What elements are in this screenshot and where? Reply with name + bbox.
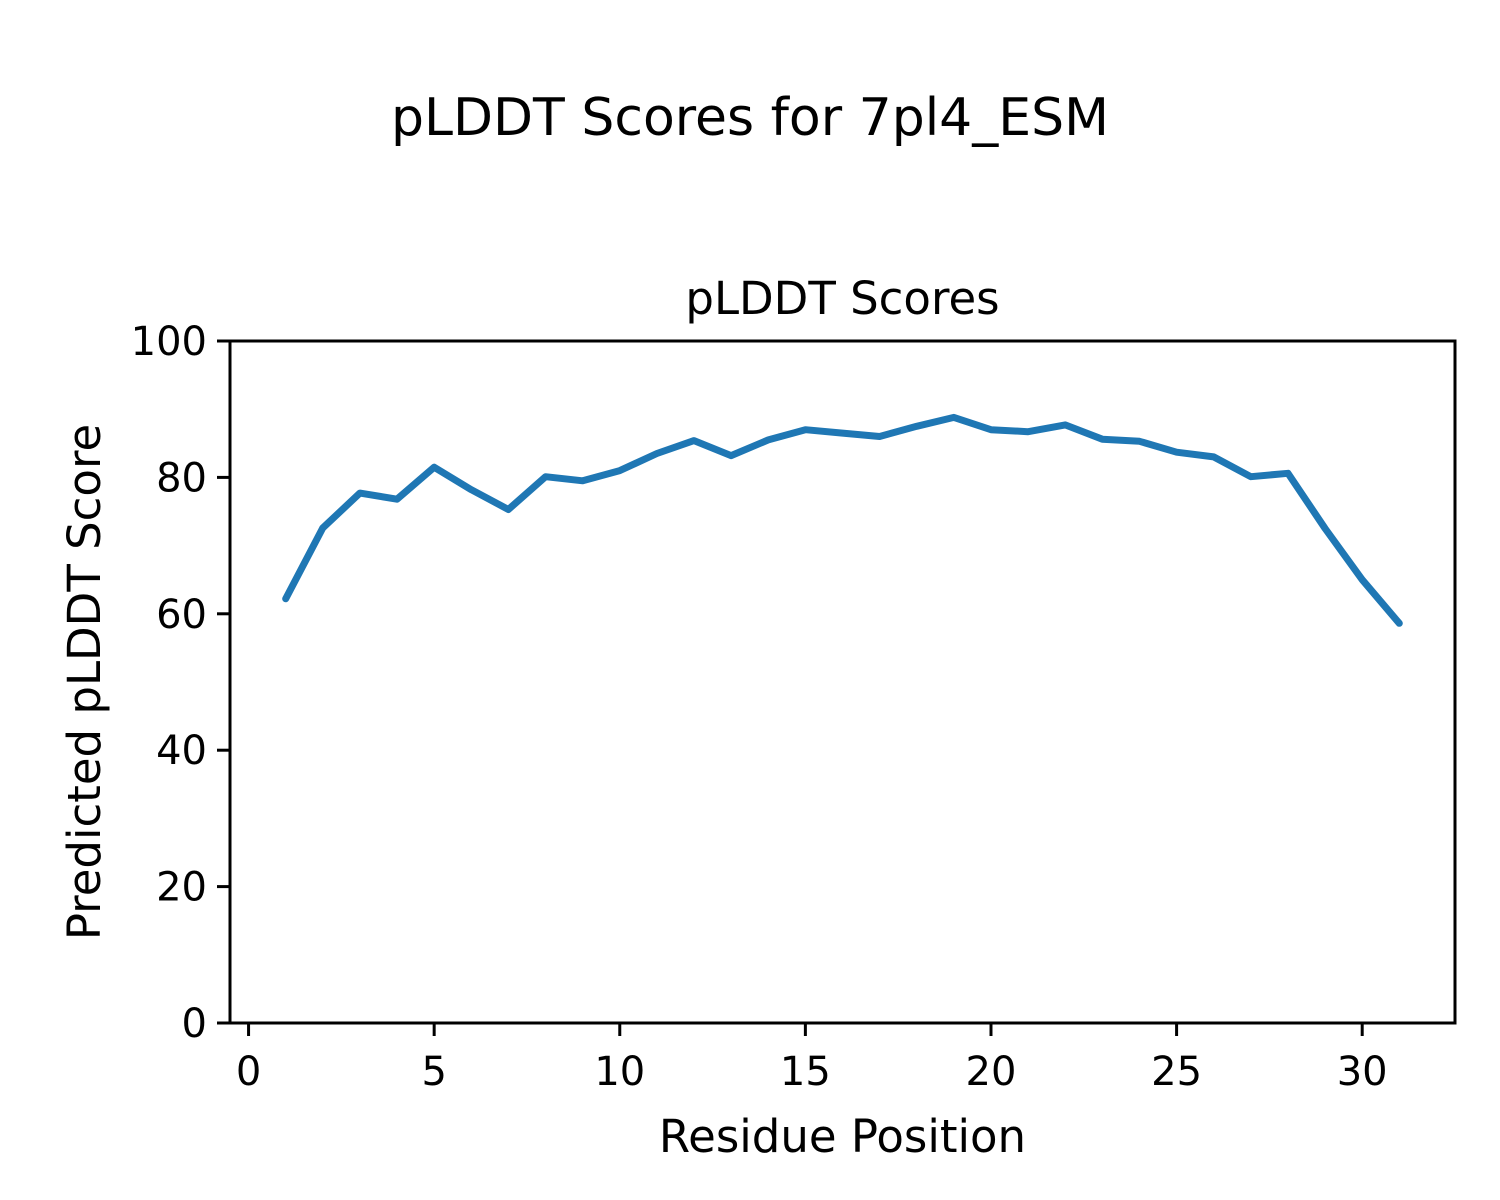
x-tick-label: 20 bbox=[966, 1049, 1017, 1095]
x-tick-label: 0 bbox=[236, 1049, 261, 1095]
x-axis-label: Residue Position bbox=[658, 1110, 1027, 1163]
plddt-score-line bbox=[282, 413, 1403, 627]
y-axis-label: Predicted pLDDT Score bbox=[58, 423, 111, 941]
y-tick-label: 100 bbox=[131, 319, 207, 365]
x-tick-label: 10 bbox=[594, 1049, 645, 1095]
y-tick-label: 60 bbox=[156, 592, 207, 638]
chart-title: pLDDT Scores bbox=[685, 272, 1000, 325]
y-tick-label: 40 bbox=[156, 728, 207, 774]
y-tick-label: 20 bbox=[156, 865, 207, 911]
plot-frame bbox=[228, 339, 1457, 1025]
x-tick-label: 5 bbox=[421, 1049, 446, 1095]
y-tick-label: 0 bbox=[182, 1001, 207, 1047]
x-tick-label: 25 bbox=[1151, 1049, 1202, 1095]
x-tick-label: 30 bbox=[1337, 1049, 1388, 1095]
x-tick-label: 15 bbox=[780, 1049, 831, 1095]
y-tick-label: 80 bbox=[156, 455, 207, 501]
figure-title: pLDDT Scores for 7pl4_ESM bbox=[391, 88, 1109, 148]
